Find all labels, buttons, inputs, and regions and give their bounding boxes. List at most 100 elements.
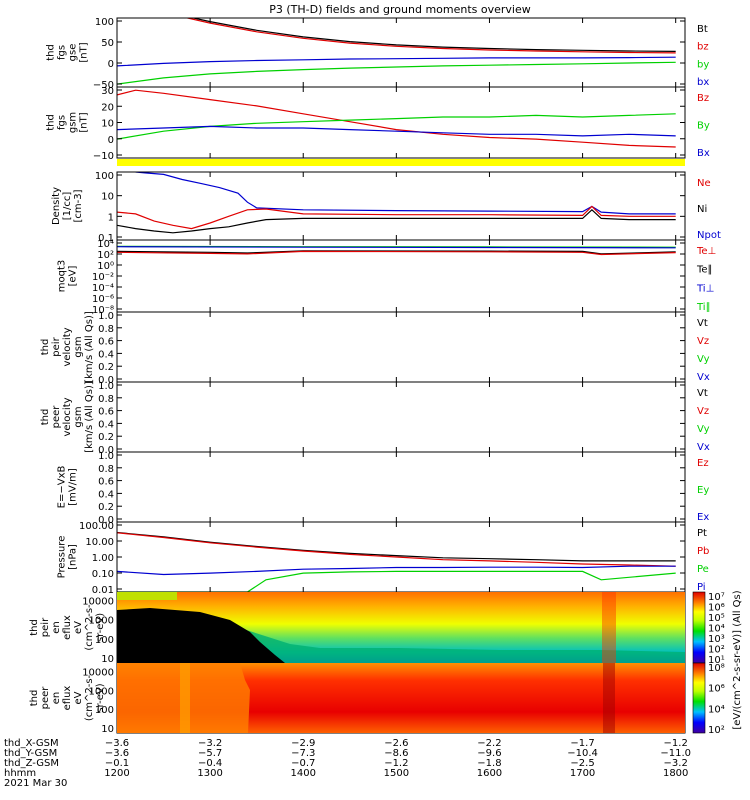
x-tick-label: −1.8	[477, 758, 501, 769]
x-axis: thd_X-GSM −3.6 −3.2 −2.9 −2.6 −2.2 −1.7 −1.2 thd…	[4, 738, 691, 789]
x-tick-label: −2.6	[384, 738, 408, 749]
y-axis-label: (cm^2-s-	[84, 674, 95, 721]
panel-frame	[116, 381, 686, 453]
y-tick-label: 10.00	[85, 537, 114, 548]
y-axis-label: en	[51, 692, 62, 705]
spectrogram-ion	[117, 592, 685, 663]
colorbar-electron	[692, 662, 706, 734]
colorbar-tick-label: 10²	[708, 725, 725, 736]
y-axis-label: peir	[40, 617, 51, 637]
y-axis-label: [km/s (All Qs)]	[84, 381, 95, 453]
legend-entry: Ni	[697, 204, 707, 215]
y-axis-label: [km/s (All Qs)]	[84, 311, 95, 383]
y-tick-label: 10000	[82, 667, 114, 678]
y-axis-label: eflux	[62, 615, 73, 640]
x-tick-label: −2.9	[291, 738, 315, 749]
y-tick-label: 10⁻⁴	[92, 283, 114, 294]
y-tick-label: 10⁴	[97, 239, 114, 250]
legend-entry: Pt	[697, 528, 707, 539]
legend-entry: Pe	[697, 564, 709, 575]
y-axis-label: [cm-3]	[73, 189, 84, 222]
legend-entry: By	[697, 121, 710, 132]
series-line-bx	[117, 56, 676, 67]
y-axis-label: thd	[40, 339, 51, 356]
x-tick-label: 1700	[570, 768, 595, 779]
legend-entry: Vy	[697, 424, 710, 435]
y-axis-label: thd	[29, 619, 40, 636]
y-axis-label: thd	[46, 44, 57, 61]
y-tick-label: 10⁻²	[92, 272, 114, 283]
y-tick-label: 10	[101, 119, 114, 130]
y-tick-label: 0.4	[98, 349, 114, 360]
x-row-label: hhmm	[4, 768, 36, 779]
series-line-Ne	[117, 205, 676, 230]
legend-entry: Te⊥	[696, 246, 716, 257]
y-axis-label: thd	[46, 114, 57, 131]
x-tick-label: 1200	[104, 768, 129, 779]
y-tick-label: 0.01	[92, 585, 114, 596]
y-tick-label: 0.8	[98, 324, 114, 335]
spectrogram-electron	[117, 663, 685, 733]
y-tick-label: 0.8	[98, 464, 114, 475]
panel-frame	[116, 311, 686, 383]
y-tick-label: 1.0	[98, 311, 114, 322]
y-tick-label: 0.2	[98, 502, 114, 513]
legend-entry: Ez	[697, 458, 709, 469]
y-axis-label: thd	[29, 690, 40, 707]
x-tick-label: −11.0	[660, 748, 691, 759]
legend-entry: Npot	[697, 230, 721, 241]
series-line-Bx	[117, 125, 676, 137]
colorbar-tick-label: 10⁸	[708, 663, 725, 674]
y-tick-label: 100	[95, 171, 114, 182]
colorbar-tick-label: 10⁴	[708, 624, 725, 635]
y-axis-label: eV	[73, 691, 84, 704]
legend-entry: Ne	[697, 178, 711, 189]
x-tick-label: 1300	[197, 768, 222, 779]
y-tick-label: 10⁻⁸	[92, 305, 114, 316]
x-tick-label: −0.4	[198, 758, 222, 769]
y-axis-label: peir	[51, 336, 62, 356]
series-line-Bz	[117, 89, 676, 148]
legend-entry: Pb	[697, 546, 709, 557]
y-tick-label: 0.6	[98, 337, 114, 348]
y-axis-label: [nT]	[79, 42, 90, 62]
x-tick-label: −7.3	[291, 748, 315, 759]
series-line-Pi	[117, 565, 676, 576]
y-tick-label: 0.2	[98, 362, 114, 373]
colorbar-tick-label: 10⁶	[708, 603, 725, 614]
y-axis-label: thd	[40, 409, 51, 426]
x-tick-label: −0.7	[291, 758, 315, 769]
y-tick-label: 20	[101, 102, 114, 113]
y-axis-label: eflux	[62, 686, 73, 711]
x-tick-label: −3.2	[198, 738, 222, 749]
y-tick-label: 10	[101, 192, 114, 203]
y-tick-label: −10	[93, 151, 114, 162]
legend-entry: Vx	[697, 372, 710, 383]
y-tick-label: 0.6	[98, 407, 114, 418]
x-tick-label: −1.2	[384, 758, 408, 769]
legend-entry: bx	[697, 77, 709, 88]
colorbar-tick-label: 10⁶	[708, 684, 725, 695]
y-axis-label: peer	[40, 686, 51, 710]
x-tick-label: 1400	[291, 768, 316, 779]
panel-3: 100 10 1 0.1 Density [1/cc] [cm-3] Ne Ni Npot	[51, 171, 721, 244]
x-tick-label: −9.6	[477, 748, 501, 759]
panel-6: 1.0 0.8 0.60.4 0.2 0.0 thd peer velocity gsm [km/…	[40, 381, 710, 456]
y-tick-label: 1000	[89, 686, 114, 697]
quality-flag-bar	[117, 159, 685, 166]
legend-entry: Vy	[697, 354, 710, 365]
panel-8: 100.00 10.00 1.00 0.10 0.01 Pressure [nPa] Pt Pb…	[57, 521, 710, 596]
colorbar-tick-label: 10⁴	[708, 704, 725, 715]
series-line-Pb	[117, 532, 676, 567]
legend-entry: Ex	[697, 512, 709, 523]
x-tick-label: −3.2	[664, 758, 688, 769]
y-tick-label: 0.6	[98, 477, 114, 488]
x-tick-label: −1.7	[570, 738, 594, 749]
legend-entry: Pi	[697, 582, 706, 593]
y-tick-label: 1000	[89, 616, 114, 627]
series-line-Te∥	[117, 250, 676, 255]
colorbar-tick-label: 10²	[708, 645, 725, 656]
x-tick-label: −3.6	[105, 738, 129, 749]
